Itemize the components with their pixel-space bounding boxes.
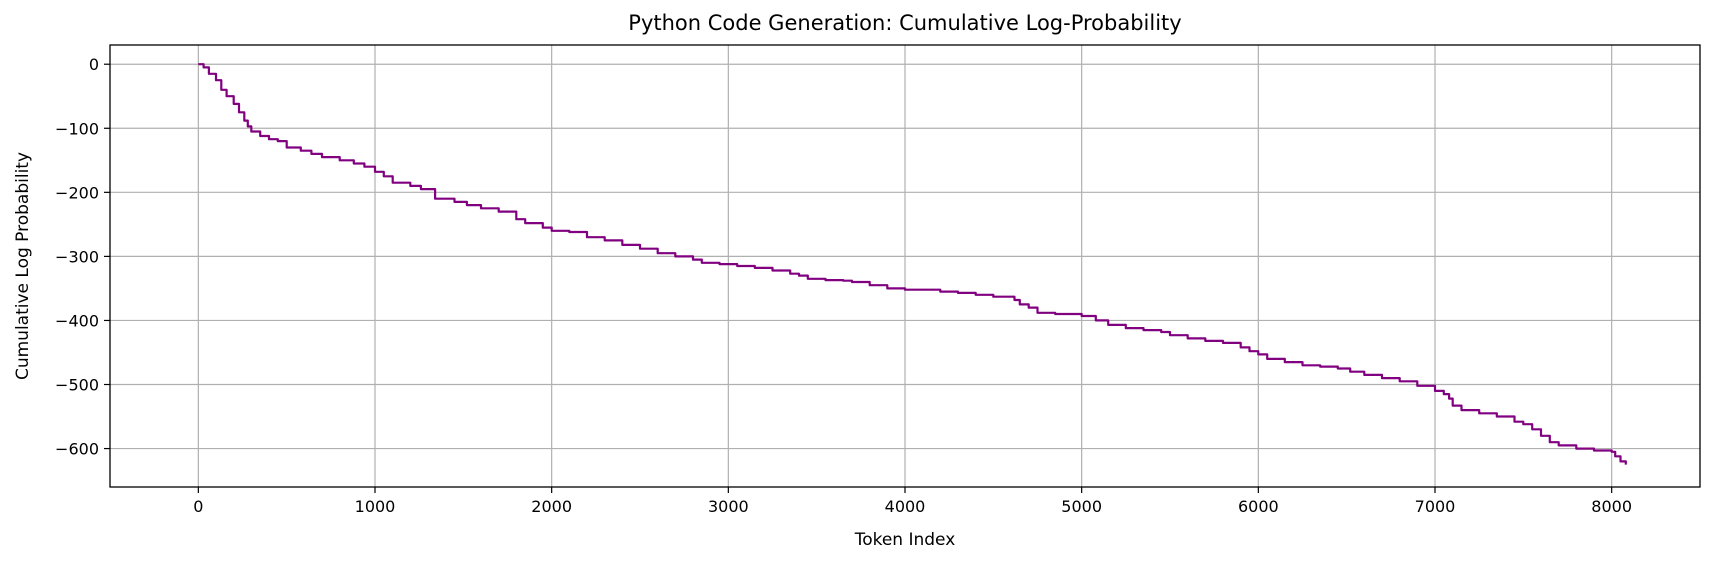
grid: [110, 45, 1700, 487]
chart-title: Python Code Generation: Cumulative Log-P…: [628, 11, 1181, 35]
x-tick-label: 6000: [1238, 497, 1279, 516]
x-tick-label: 8000: [1591, 497, 1632, 516]
y-tick-label: −200: [55, 183, 99, 202]
ticks: 0 1000 2000 3000 4000 5000 6000 7000 8000 0 −100 −2…: [55, 55, 1632, 516]
y-tick-label: 0: [89, 55, 99, 74]
x-tick-label: 1000: [355, 497, 396, 516]
series-line: [198, 63, 1627, 465]
y-axis-label: Cumulative Log Probability: [13, 152, 33, 380]
y-tick-label: −500: [55, 376, 99, 395]
x-tick-label: 5000: [1061, 497, 1102, 516]
y-tick-label: −300: [55, 247, 99, 266]
x-tick-label: 7000: [1415, 497, 1456, 516]
y-tick-label: −400: [55, 311, 99, 330]
x-tick-label: 3000: [708, 497, 749, 516]
x-axis-label: Token Index: [854, 530, 956, 550]
y-tick-label: −600: [55, 440, 99, 459]
x-tick-label: 0: [193, 497, 203, 516]
series-line-group: [198, 63, 1627, 465]
x-tick-label: 2000: [531, 497, 572, 516]
y-tick-label: −100: [55, 119, 99, 138]
x-tick-label: 4000: [885, 497, 926, 516]
